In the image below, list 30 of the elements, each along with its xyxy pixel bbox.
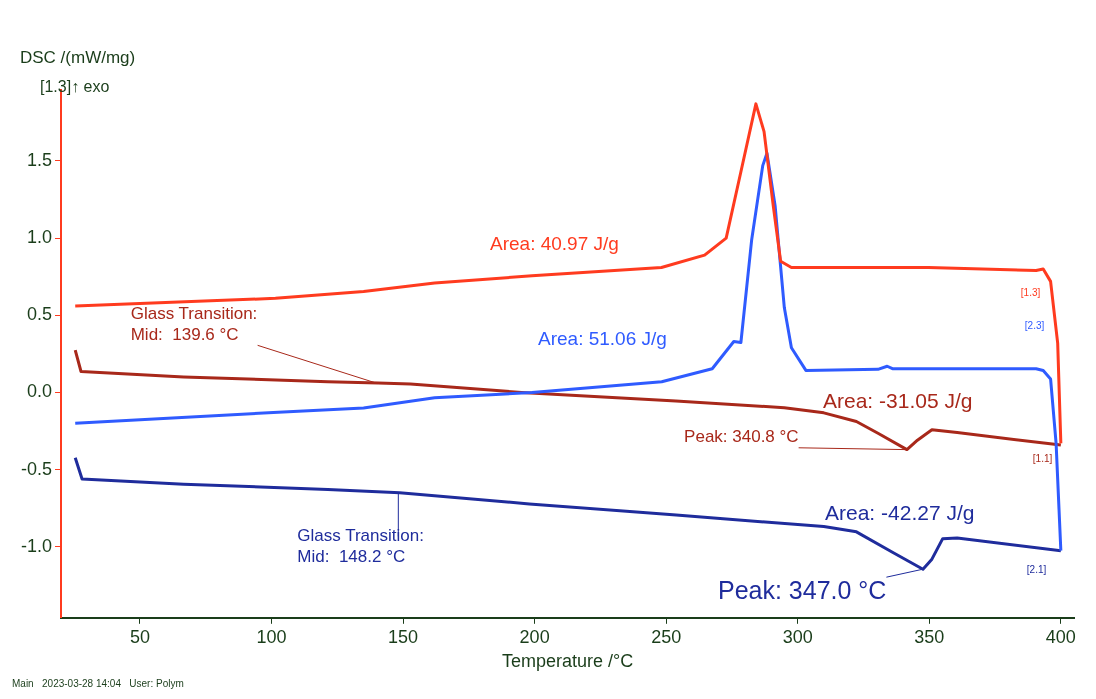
series-label: [1.1] bbox=[1032, 452, 1053, 464]
y-tick-label: -0.5 bbox=[20, 458, 53, 479]
annotation: Area: -31.05 J/g bbox=[823, 388, 973, 412]
annotation: Area: 40.97 J/g bbox=[490, 233, 619, 255]
y-axis-title: DSC /(mW/mg) bbox=[20, 47, 136, 67]
y-tick-label: 0.0 bbox=[26, 381, 53, 402]
annotation: Glass Transition: Mid: 139.6 °C bbox=[130, 303, 258, 345]
x-tick-label: 100 bbox=[256, 626, 287, 647]
annotation: Glass Transition: Mid: 148.2 °C bbox=[297, 525, 424, 566]
x-tick-label: 300 bbox=[782, 626, 813, 647]
text: [2.3] bbox=[1024, 320, 1045, 332]
annotation: Peak: 347.0 °C bbox=[717, 576, 887, 605]
x-tick-label: 350 bbox=[914, 626, 945, 647]
y-tick-label: 0.5 bbox=[26, 304, 53, 325]
annotation: [1.3]↑ exo bbox=[40, 78, 110, 96]
x-tick-label: 150 bbox=[388, 626, 419, 647]
y-tick-label: -1.0 bbox=[20, 535, 53, 556]
x-tick-label: 50 bbox=[129, 626, 150, 647]
annotation: Area: 51.06 J/g bbox=[538, 328, 667, 350]
series-label: [2.1] bbox=[1026, 564, 1047, 576]
x-tick-label: 200 bbox=[519, 626, 550, 647]
x-tick-label: 400 bbox=[1045, 626, 1076, 647]
annotation: Area: -42.27 J/g bbox=[825, 500, 975, 524]
series-label: [1.3] bbox=[1020, 287, 1041, 299]
x-tick-label: 250 bbox=[651, 626, 682, 647]
annotation: Peak: 340.8 °C bbox=[684, 427, 799, 447]
y-tick-label: 1.5 bbox=[26, 149, 53, 170]
text: Main 2023-03-28 14:04 User: Polym bbox=[12, 677, 184, 689]
y-tick-label: 1.0 bbox=[26, 227, 53, 248]
x-axis-title: Temperature /°C bbox=[501, 651, 634, 672]
